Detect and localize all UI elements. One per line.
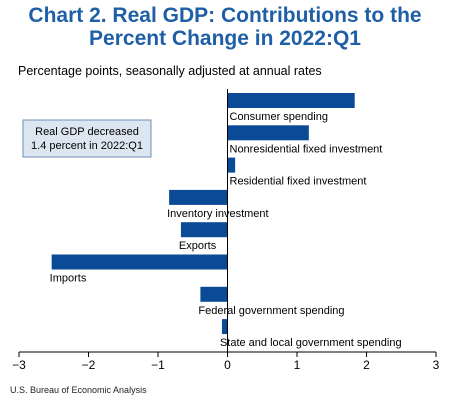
annotation-line-1: Real GDP decreased xyxy=(35,126,139,138)
source-note: U.S. Bureau of Economic Analysis xyxy=(10,385,147,395)
annotation-line-2: 1.4 percent in 2022:Q1 xyxy=(31,140,143,152)
category-labels: Consumer spending Nonresidential fixed in… xyxy=(50,111,402,349)
category-label: Exports xyxy=(179,240,217,252)
x-axis: −3 −2 −1 0 1 2 3 xyxy=(12,89,440,372)
x-tick-label: 0 xyxy=(224,358,231,372)
x-tick-label: −1 xyxy=(151,358,165,372)
bar-exports xyxy=(180,222,228,238)
bar-state-and-local-government-spending xyxy=(221,319,228,335)
chart-title-line-1: Chart 2. Real GDP: Contributions to the xyxy=(28,4,422,27)
bar-group xyxy=(51,93,355,335)
chart-subtitle: Percentage points, seasonally adjusted a… xyxy=(18,64,322,78)
x-tick-label: −2 xyxy=(82,358,96,372)
category-label: Nonresidential fixed investment xyxy=(230,143,383,155)
category-label: Consumer spending xyxy=(230,111,328,123)
category-label: State and local government spending xyxy=(220,337,402,349)
category-label: Federal government spending xyxy=(198,305,344,317)
chart-annotation: Real GDP decreased 1.4 percent in 2022:Q… xyxy=(22,119,152,158)
category-label: Imports xyxy=(50,273,87,285)
bar-federal-government-spending xyxy=(200,286,228,302)
category-label: Residential fixed investment xyxy=(230,176,367,188)
annotation-box xyxy=(22,119,152,158)
chart-title: Chart 2. Real GDP: Contributions to the … xyxy=(0,4,450,50)
category-label: Inventory investment xyxy=(167,208,269,220)
x-tick-label: 3 xyxy=(433,358,440,372)
bar-nonresidential-fixed-investment xyxy=(227,125,309,141)
x-tick-label: 2 xyxy=(363,358,370,372)
bar-consumer-spending xyxy=(227,93,355,108)
bar-residential-fixed-investment xyxy=(227,157,236,173)
chart-title-line-2: Percent Change in 2022:Q1 xyxy=(89,27,361,50)
bar-imports xyxy=(51,254,228,270)
x-tick-label: −3 xyxy=(12,358,26,372)
bar-inventory-investment xyxy=(169,189,228,205)
x-tick-label: 1 xyxy=(294,358,301,372)
